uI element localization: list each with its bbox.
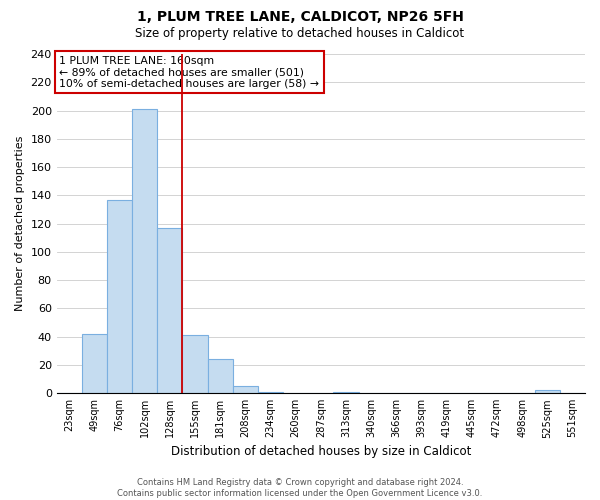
Text: Contains HM Land Registry data © Crown copyright and database right 2024.
Contai: Contains HM Land Registry data © Crown c… xyxy=(118,478,482,498)
Bar xyxy=(334,392,359,393)
Bar xyxy=(182,335,208,393)
X-axis label: Distribution of detached houses by size in Caldicot: Distribution of detached houses by size … xyxy=(170,444,471,458)
Bar xyxy=(107,200,132,393)
Bar xyxy=(132,109,157,393)
Bar xyxy=(233,386,258,393)
Text: 1 PLUM TREE LANE: 160sqm
← 89% of detached houses are smaller (501)
10% of semi-: 1 PLUM TREE LANE: 160sqm ← 89% of detach… xyxy=(59,56,319,89)
Bar xyxy=(208,360,233,393)
Bar xyxy=(157,228,182,393)
Text: Size of property relative to detached houses in Caldicot: Size of property relative to detached ho… xyxy=(136,28,464,40)
Bar xyxy=(535,390,560,393)
Bar xyxy=(258,392,283,393)
Text: 1, PLUM TREE LANE, CALDICOT, NP26 5FH: 1, PLUM TREE LANE, CALDICOT, NP26 5FH xyxy=(137,10,463,24)
Y-axis label: Number of detached properties: Number of detached properties xyxy=(15,136,25,312)
Bar xyxy=(82,334,107,393)
